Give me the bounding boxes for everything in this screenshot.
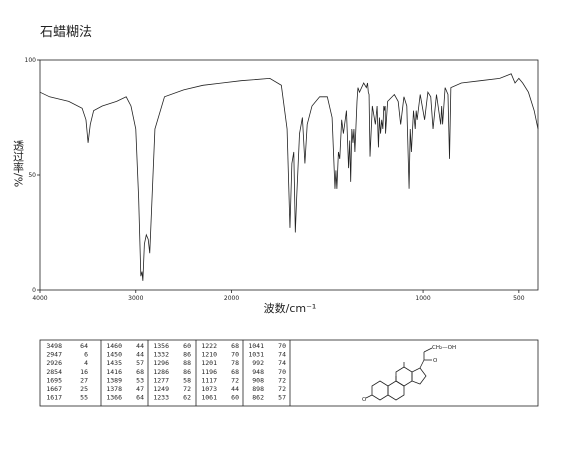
- table-wavenumber: 1435: [106, 359, 122, 367]
- table-wavenumber: 948: [252, 368, 264, 376]
- table-wavenumber: 1073: [201, 385, 217, 393]
- table-transmittance: 68: [231, 368, 239, 376]
- table-transmittance: 88: [183, 359, 191, 367]
- table-transmittance: 70: [278, 368, 286, 376]
- table-transmittance: 27: [80, 376, 88, 384]
- plot-frame: [39, 59, 539, 291]
- y-tick-label: 100: [25, 57, 37, 64]
- table-transmittance: 70: [231, 351, 239, 359]
- table-wavenumber: 908: [252, 376, 264, 384]
- structure-label: O: [362, 397, 367, 403]
- table-wavenumber: 1210: [201, 351, 217, 359]
- table-transmittance: 72: [278, 385, 286, 393]
- table-wavenumber: 1460: [106, 342, 122, 350]
- table-wavenumber: 2926: [46, 359, 62, 367]
- table-wavenumber: 862: [252, 394, 264, 402]
- x-tick-label: 3000: [128, 295, 143, 302]
- table-wavenumber: 1695: [46, 376, 62, 384]
- table-wavenumber: 898: [252, 385, 264, 393]
- spectrum-line: [39, 73, 539, 281]
- y-axis-label: 透过率/%: [12, 140, 25, 187]
- table-wavenumber: 3498: [46, 342, 62, 350]
- chart-title: 石蜡糊法: [40, 24, 92, 40]
- peak-table: [39, 339, 539, 407]
- table-wavenumber: 1061: [201, 394, 217, 402]
- x-axis-label: 波数/cm⁻¹: [264, 302, 317, 315]
- table-transmittance: 68: [136, 368, 144, 376]
- table-transmittance: 25: [80, 385, 88, 393]
- table-wavenumber: 2854: [46, 368, 62, 376]
- table-wavenumber: 992: [252, 359, 264, 367]
- table-transmittance: 64: [80, 342, 88, 350]
- x-tick-label: 500: [513, 295, 525, 302]
- table-wavenumber: 1201: [201, 359, 217, 367]
- y-tick-label: 50: [28, 172, 36, 179]
- table-wavenumber: 2947: [46, 351, 62, 359]
- table-transmittance: 55: [80, 394, 88, 402]
- table-wavenumber: 1296: [153, 359, 169, 367]
- table-transmittance: 74: [278, 359, 286, 367]
- table-wavenumber: 1233: [153, 394, 169, 402]
- table-transmittance: 16: [80, 368, 88, 376]
- structure-label: CH₂—OH: [432, 345, 456, 351]
- x-tick-label: 2000: [224, 295, 239, 302]
- table-wavenumber: 1378: [106, 385, 122, 393]
- table-wavenumber: 1667: [46, 385, 62, 393]
- table-transmittance: 44: [231, 385, 239, 393]
- table-transmittance: 6: [84, 351, 88, 359]
- table-transmittance: 57: [136, 359, 144, 367]
- structure-label: O: [433, 358, 438, 364]
- table-transmittance: 70: [278, 342, 286, 350]
- table-transmittance: 64: [136, 394, 144, 402]
- table-transmittance: 44: [136, 342, 144, 350]
- x-tick-label: 4000: [32, 295, 47, 302]
- table-transmittance: 72: [278, 376, 286, 384]
- table-wavenumber: 1196: [201, 368, 217, 376]
- x-tick-label: 1000: [415, 295, 430, 302]
- table-transmittance: 4: [84, 359, 88, 367]
- table-wavenumber: 1389: [106, 376, 122, 384]
- table-transmittance: 44: [136, 351, 144, 359]
- table-wavenumber: 1366: [106, 394, 122, 402]
- table-transmittance: 86: [183, 368, 191, 376]
- table-wavenumber: 1031: [248, 351, 264, 359]
- table-wavenumber: 1416: [106, 368, 122, 376]
- table-transmittance: 58: [183, 376, 191, 384]
- table-transmittance: 62: [183, 394, 191, 402]
- table-wavenumber: 1041: [248, 342, 264, 350]
- table-wavenumber: 1332: [153, 351, 169, 359]
- table-dividers: [100, 340, 291, 406]
- table-transmittance: 53: [136, 376, 144, 384]
- table-transmittance: 78: [231, 359, 239, 367]
- table-transmittance: 72: [231, 376, 239, 384]
- table-wavenumber: 1617: [46, 394, 62, 402]
- structure-drawing: [365, 347, 433, 401]
- table-wavenumber: 1450: [106, 351, 122, 359]
- table-wavenumber: 1222: [201, 342, 217, 350]
- table-transmittance: 86: [183, 351, 191, 359]
- table-wavenumber: 1117: [201, 376, 217, 384]
- table-transmittance: 74: [278, 351, 286, 359]
- table-transmittance: 68: [231, 342, 239, 350]
- y-tick-label: 0: [32, 287, 36, 294]
- table-transmittance: 47: [136, 385, 144, 393]
- table-transmittance: 72: [183, 385, 191, 393]
- table-wavenumber: 1249: [153, 385, 169, 393]
- table-transmittance: 60: [231, 394, 239, 402]
- table-transmittance: 60: [183, 342, 191, 350]
- table-wavenumber: 1356: [153, 342, 169, 350]
- table-wavenumber: 1277: [153, 376, 169, 384]
- table-transmittance: 57: [278, 394, 286, 402]
- table-wavenumber: 1286: [153, 368, 169, 376]
